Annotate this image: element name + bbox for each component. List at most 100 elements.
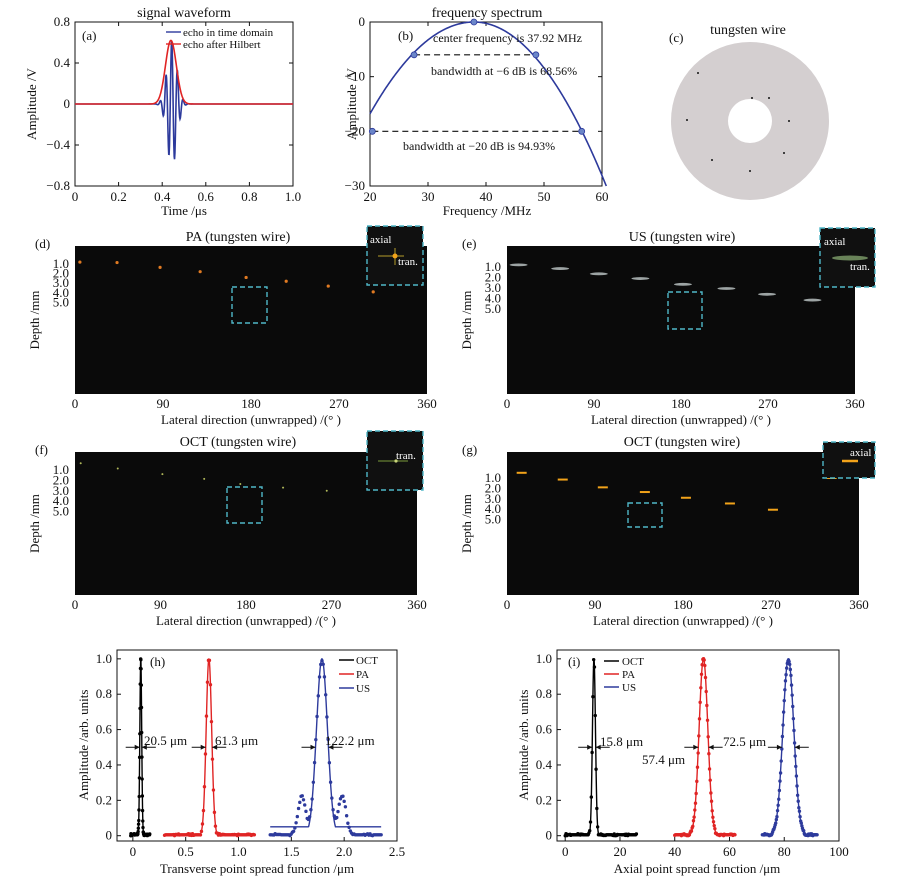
psf-data-point xyxy=(294,821,298,825)
psf-data-point xyxy=(317,675,322,679)
psf-data-point xyxy=(795,784,799,788)
x-tick-label: 0.6 xyxy=(198,189,215,204)
psf-data-point xyxy=(795,793,800,797)
x-tick-label: 270 xyxy=(329,396,349,411)
psf-data-point xyxy=(137,776,142,780)
psf-data-point xyxy=(291,829,296,834)
image-xlabel: Lateral direction (unwrapped) /(° ) xyxy=(591,412,771,427)
psf-data-point xyxy=(689,829,694,833)
psf-data-point xyxy=(705,703,709,708)
x-tick-label: 0.4 xyxy=(154,189,171,204)
panel-i-fwhm-arrows xyxy=(578,744,809,750)
wire-target xyxy=(239,483,242,486)
legend-us: US xyxy=(622,682,636,694)
fwhm-label-us: 72.5 μm xyxy=(723,734,766,749)
x-tick-label: 360 xyxy=(849,597,869,612)
image-xlabel: Lateral direction (unwrapped) /(° ) xyxy=(156,613,336,628)
panel-h-xlabel: Transverse point spread function /μm xyxy=(160,861,354,876)
psf-data-point xyxy=(775,815,779,819)
wire-target xyxy=(161,473,164,476)
panel-a-label: (a) xyxy=(82,28,96,43)
inset-target-spot xyxy=(394,459,398,463)
panel-b-ticks: 20 30 40 50 60 −30 −20 −10 0 xyxy=(345,14,609,204)
image-ylabel: Depth /mm xyxy=(27,494,42,553)
wire-target xyxy=(282,486,285,489)
x-tick-label: 360 xyxy=(407,597,427,612)
x-tick-label: 0 xyxy=(130,844,137,859)
legend-pa: PA xyxy=(356,669,369,681)
psf-data-point xyxy=(140,794,145,798)
y-tick-label: 0.6 xyxy=(536,722,553,737)
y-tick-label: 3.0 xyxy=(485,491,501,506)
psf-data-point xyxy=(303,803,307,807)
panel-d-title: PA (tungsten wire) xyxy=(186,230,291,245)
inset-axial-label: axial xyxy=(850,447,871,459)
wire-target xyxy=(551,267,570,270)
x-tick-label: 2.0 xyxy=(336,844,352,859)
wire-point xyxy=(711,159,713,161)
psf-data-point xyxy=(815,833,819,837)
psf-data-point xyxy=(328,780,333,784)
spectrum-marker xyxy=(578,127,586,135)
panel-i-ticks: 0 20 40 60 80 100 0 0.2 0.4 0.6 0.8 1.0 xyxy=(536,651,849,859)
wire-target xyxy=(631,277,650,280)
legend-pa: PA xyxy=(622,669,635,681)
panel-e-axes: 0 90 180 270 360 1.02.03.04.05.0 Lateral direc… xyxy=(459,259,865,427)
wire-point xyxy=(788,120,790,122)
psf-data-point xyxy=(300,794,304,798)
x-tick-label: 50 xyxy=(538,189,551,204)
zoom-box xyxy=(226,486,263,524)
y-tick-label: 2.0 xyxy=(485,480,501,495)
y-tick-label: 5.0 xyxy=(485,301,501,316)
x-tick-label: 360 xyxy=(417,396,437,411)
panel-e: US (tungsten wire) (e) axial tran. 0 90 18… xyxy=(459,227,876,427)
psf-data-point xyxy=(794,774,799,778)
x-tick-label: 270 xyxy=(761,597,781,612)
fwhm-arrowhead xyxy=(595,744,601,750)
psf-data-point xyxy=(699,672,704,677)
psf-data-point xyxy=(588,829,592,833)
fwhm-arrowhead xyxy=(776,744,782,750)
x-tick-label: 0 xyxy=(504,597,511,612)
image-xlabel: Lateral direction (unwrapped) /(° ) xyxy=(161,412,341,427)
psf-data-point xyxy=(709,799,714,803)
fwhm-label-pa: 57.4 μm xyxy=(642,752,685,767)
x-tick-label: 2.5 xyxy=(389,844,405,859)
psf-data-point xyxy=(792,741,797,745)
psf-data-point xyxy=(792,728,796,733)
wire-target xyxy=(244,275,248,280)
psf-data-point xyxy=(203,752,208,756)
psf-data-point xyxy=(703,675,708,680)
psf-data-point xyxy=(799,821,803,825)
y-tick-label: 1.0 xyxy=(536,651,552,666)
psf-data-point xyxy=(326,737,330,742)
y-tick-label: 3.0 xyxy=(485,280,501,295)
x-tick-label: 1.0 xyxy=(285,189,301,204)
x-tick-label: 180 xyxy=(236,597,256,612)
psf-data-point xyxy=(201,808,206,813)
psf-data-point xyxy=(137,794,141,799)
wire-point xyxy=(697,72,699,74)
y-tick-label: 1.0 xyxy=(485,470,501,485)
psf-data-point xyxy=(211,788,216,792)
psf-data-point xyxy=(700,663,704,667)
psf-data-point xyxy=(298,800,302,805)
panel-g-label: (g) xyxy=(462,442,477,457)
legend-oct: OCT xyxy=(622,656,644,668)
psf-data-point xyxy=(139,667,143,671)
fwhm-label-pa: 61.3 μm xyxy=(215,733,258,748)
psf-data-point xyxy=(304,809,308,814)
psf-data-point xyxy=(694,791,698,796)
inset-target-spot xyxy=(832,255,868,261)
y-tick-label: 5.0 xyxy=(53,504,69,519)
panel-d: PA (tungsten wire) (d) axial tran. 0 90 18… xyxy=(27,225,437,427)
y-tick-label: 0.2 xyxy=(536,792,552,807)
x-tick-label: 90 xyxy=(588,396,601,411)
psf-data-point xyxy=(783,679,788,683)
zoom-box xyxy=(667,291,703,330)
psf-data-point xyxy=(198,833,203,837)
panel-i-legend: OCT PA US xyxy=(604,656,644,694)
psf-data-point xyxy=(594,767,598,771)
psf-data-point xyxy=(209,719,214,724)
psf-data-point xyxy=(207,658,212,663)
